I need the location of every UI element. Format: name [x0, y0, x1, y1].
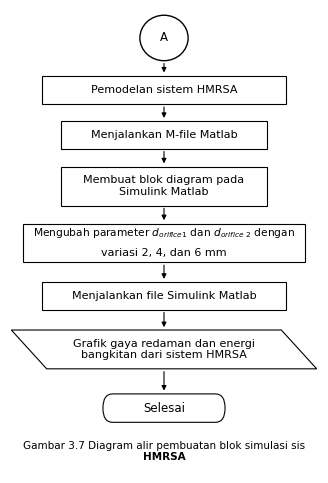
FancyBboxPatch shape [42, 282, 286, 310]
Polygon shape [11, 330, 317, 369]
Text: Membuat blok diagram pada
Simulink Matlab: Membuat blok diagram pada Simulink Matla… [83, 175, 245, 197]
Text: Mengubah parameter $d_{orifice1}$ dan $d_{orifice\ 2}$ dengan: Mengubah parameter $d_{orifice1}$ dan $d… [33, 227, 295, 241]
FancyBboxPatch shape [61, 121, 267, 149]
Text: A: A [160, 31, 168, 44]
Text: variasi 2, 4, dan 6 mm: variasi 2, 4, dan 6 mm [101, 248, 227, 258]
Ellipse shape [140, 15, 188, 61]
FancyBboxPatch shape [42, 76, 286, 104]
Text: Selesai: Selesai [143, 402, 185, 414]
Text: Grafik gaya redaman dan energi
bangkitan dari sistem HMRSA: Grafik gaya redaman dan energi bangkitan… [73, 339, 255, 360]
Text: Menjalankan M-file Matlab: Menjalankan M-file Matlab [91, 130, 237, 140]
Text: Gambar 3.7 Diagram alir pembuatan blok simulasi sis: Gambar 3.7 Diagram alir pembuatan blok s… [23, 441, 305, 451]
FancyBboxPatch shape [103, 394, 225, 422]
Text: Pemodelan sistem HMRSA: Pemodelan sistem HMRSA [91, 85, 237, 95]
Text: HMRSA: HMRSA [143, 452, 185, 462]
Text: Menjalankan file Simulink Matlab: Menjalankan file Simulink Matlab [72, 291, 256, 301]
FancyBboxPatch shape [23, 224, 305, 262]
FancyBboxPatch shape [61, 167, 267, 206]
